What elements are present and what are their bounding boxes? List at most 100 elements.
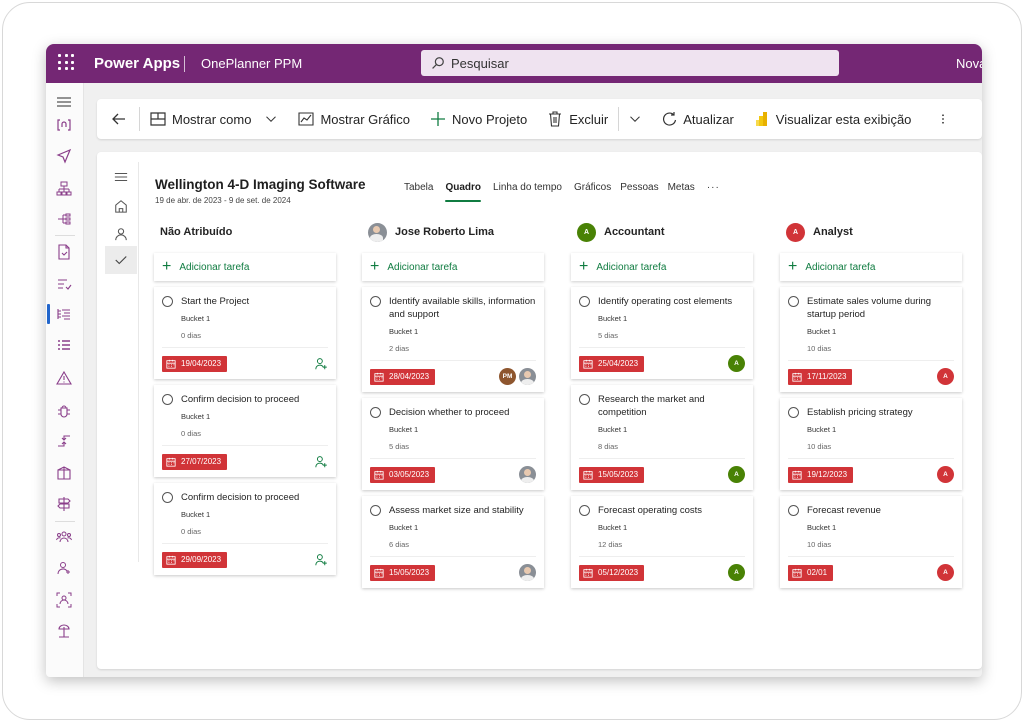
due-date-badge[interactable]: 25/04/2023: [579, 355, 645, 372]
assignee-avatar[interactable]: [519, 564, 536, 581]
org-chart-icon[interactable]: [55, 179, 73, 197]
complete-checkbox[interactable]: [162, 492, 173, 503]
brand-name[interactable]: Power Apps: [94, 55, 181, 72]
tab-linha-do-tempo[interactable]: Linha do tempo: [493, 182, 562, 193]
task-title[interactable]: Decision whether to proceed: [389, 407, 510, 418]
checklist-icon[interactable]: [55, 275, 73, 293]
task-card[interactable]: Identify operating cost elements Bucket 1…: [571, 287, 753, 379]
document-icon[interactable]: [55, 243, 73, 261]
task-title[interactable]: Identify available skills, information a…: [389, 296, 536, 320]
person-focus-icon[interactable]: [55, 591, 73, 609]
complete-checkbox[interactable]: [162, 394, 173, 405]
assignee-avatar[interactable]: [519, 368, 536, 385]
task-title[interactable]: Establish pricing strategy: [807, 407, 913, 418]
complete-checkbox[interactable]: [788, 505, 799, 516]
assignee-avatar[interactable]: [519, 466, 536, 483]
due-date-badge[interactable]: 29/09/2023: [162, 551, 228, 568]
app-name[interactable]: OnePlanner PPM: [201, 56, 303, 71]
more-commands-dropdown[interactable]: [619, 99, 651, 139]
add-task-button[interactable]: + Adicionar tarefa: [154, 253, 336, 281]
task-title[interactable]: Assess market size and stability: [389, 505, 524, 516]
overflow-menu-button[interactable]: [921, 99, 961, 139]
tab-graficos[interactable]: Gráficos: [573, 182, 612, 193]
tab-quadro[interactable]: Quadro: [439, 182, 487, 202]
assign-person-icon[interactable]: [315, 455, 328, 468]
tasks-icon[interactable]: [55, 305, 73, 323]
due-date-badge[interactable]: 19/04/2023: [162, 355, 228, 372]
assignee-avatar[interactable]: A: [937, 368, 954, 385]
task-card[interactable]: Forecast revenue Bucket 1 10 dias 02/01 A: [780, 496, 962, 588]
task-card[interactable]: Start the Project Bucket 1 0 dias 19/04/202…: [154, 287, 336, 379]
task-title[interactable]: Confirm decision to proceed: [181, 394, 300, 405]
complete-checkbox[interactable]: [370, 296, 381, 307]
complete-checkbox[interactable]: [579, 394, 590, 405]
due-date-badge[interactable]: 28/04/2023: [370, 368, 436, 385]
due-date-badge[interactable]: 19/12/2023: [788, 466, 854, 483]
new-project-button[interactable]: Novo Projeto: [420, 99, 537, 139]
person-settings-icon[interactable]: [55, 559, 73, 577]
signpost-icon[interactable]: [55, 495, 73, 513]
complete-checkbox[interactable]: [370, 407, 381, 418]
due-date-badge[interactable]: 15/05/2023: [370, 564, 436, 581]
back-button[interactable]: [97, 99, 139, 139]
warning-icon[interactable]: [55, 369, 73, 387]
add-task-button[interactable]: + Adicionar tarefa: [571, 253, 753, 281]
assignee-avatar[interactable]: A: [728, 564, 745, 581]
menu-icon[interactable]: [112, 168, 130, 186]
complete-checkbox[interactable]: [579, 296, 590, 307]
show-chart-button[interactable]: Mostrar Gráfico: [288, 99, 420, 139]
due-date-badge[interactable]: 15/05/2023: [579, 466, 645, 483]
delete-button[interactable]: Excluir: [537, 99, 618, 139]
assignee-avatar[interactable]: A: [937, 466, 954, 483]
complete-checkbox[interactable]: [162, 296, 173, 307]
send-icon[interactable]: [55, 147, 73, 165]
search-input[interactable]: Pesquisar: [421, 50, 839, 76]
assignee-avatar[interactable]: A: [728, 466, 745, 483]
tab-pessoas[interactable]: Pessoas: [620, 182, 659, 193]
task-title[interactable]: Forecast revenue: [807, 505, 881, 516]
home-icon[interactable]: [112, 197, 130, 215]
tab-metas[interactable]: Metas: [667, 182, 695, 193]
vacation-icon[interactable]: [55, 622, 73, 640]
task-card[interactable]: Research the market and competition Bucke…: [571, 385, 753, 490]
task-title[interactable]: Confirm decision to proceed: [181, 492, 300, 503]
hierarchy-icon[interactable]: [55, 210, 73, 228]
environment-label[interactable]: Nova: [956, 56, 982, 71]
task-card[interactable]: Establish pricing strategy Bucket 1 10 dia…: [780, 398, 962, 490]
hamburger-icon[interactable]: [55, 93, 73, 111]
task-card[interactable]: Forecast operating costs Bucket 1 12 dias 0…: [571, 496, 753, 588]
column-header[interactable]: A Analyst: [780, 218, 962, 246]
tab-tabela[interactable]: Tabela: [404, 182, 434, 193]
task-card[interactable]: Confirm decision to proceed Bucket 1 0 dia…: [154, 385, 336, 477]
person-icon[interactable]: [112, 225, 130, 243]
add-task-button[interactable]: + Adicionar tarefa: [780, 253, 962, 281]
due-date-badge[interactable]: 27/07/2023: [162, 453, 228, 470]
due-date-badge[interactable]: 02/01: [788, 564, 834, 581]
switch-icon[interactable]: [55, 432, 73, 450]
app-launcher-icon[interactable]: [56, 52, 76, 72]
task-title[interactable]: Forecast operating costs: [598, 505, 703, 516]
list-icon[interactable]: [55, 337, 73, 355]
view-button[interactable]: Visualizar esta exibição: [744, 99, 922, 139]
box-icon[interactable]: [55, 464, 73, 482]
due-date-badge[interactable]: 03/05/2023: [370, 466, 436, 483]
column-header[interactable]: Jose Roberto Lima: [362, 218, 544, 246]
assign-person-icon[interactable]: [315, 357, 328, 370]
complete-checkbox[interactable]: [788, 296, 799, 307]
task-card[interactable]: Estimate sales volume during startup per…: [780, 287, 962, 392]
task-title[interactable]: Research the market and competition: [598, 394, 705, 418]
checkmark-icon[interactable]: [112, 251, 130, 269]
column-header[interactable]: Não Atribuído: [154, 218, 336, 246]
column-header[interactable]: A Accountant: [571, 218, 753, 246]
complete-checkbox[interactable]: [579, 505, 590, 516]
task-card[interactable]: Confirm decision to proceed Bucket 1 0 dia…: [154, 483, 336, 575]
complete-checkbox[interactable]: [788, 407, 799, 418]
task-title[interactable]: Identify operating cost elements: [598, 296, 733, 307]
bug-icon[interactable]: [55, 401, 73, 419]
due-date-badge[interactable]: 17/11/2023: [788, 368, 853, 385]
refresh-button[interactable]: Atualizar: [651, 99, 744, 139]
due-date-badge[interactable]: 05/12/2023: [579, 564, 645, 581]
task-title[interactable]: Start the Project: [181, 296, 250, 307]
tab-more[interactable]: ···: [706, 182, 720, 193]
assignee-avatar[interactable]: A: [937, 564, 954, 581]
